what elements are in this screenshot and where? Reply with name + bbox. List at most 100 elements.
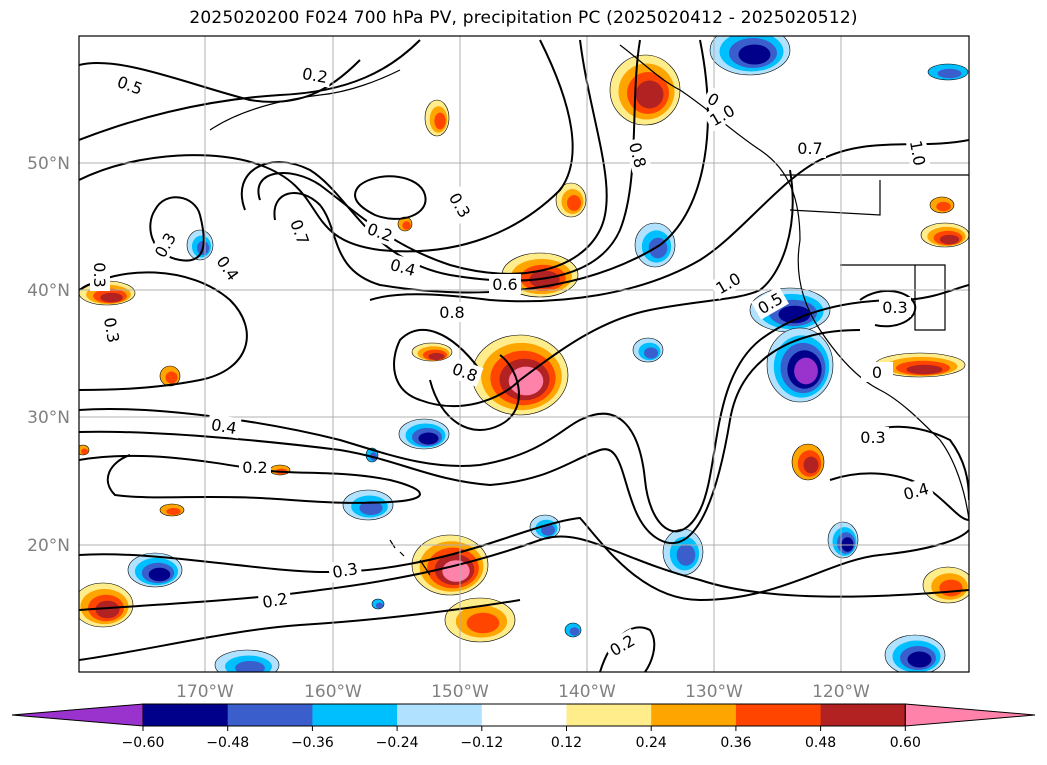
contour-label-bg [148,226,182,264]
precip-blob [884,634,946,672]
precip-blob [922,566,969,604]
longitude-labels: 170°W 160°W 150°W 140°W 130°W 120°W [176,682,870,702]
precip-level-n36 [375,602,384,609]
precip-level-p36 [165,371,178,384]
precip-blob [159,503,185,517]
colorbar-segment [143,704,229,726]
contour-label: 0.6 [492,275,517,294]
contour-label: 0.7 [797,139,822,158]
contour-label-bg [897,477,935,505]
contour-label-bg [257,587,293,613]
precip-blob [444,597,516,643]
contour-label-bg [210,249,246,287]
colorbar-segment [312,704,398,726]
precip-blob [342,489,394,521]
figure-title: 2025020200 F024 700 hPa PV, precipitatio… [189,8,858,28]
latitude-labels: 50°N 40°N 30°N 20°N [27,154,70,556]
contour-label: 0.3 [860,428,885,447]
precip-blob [471,334,569,416]
contour-label: 0.2 [261,589,289,612]
precip-level-p36 [939,579,963,597]
precip-blob [564,622,582,638]
colorbar-tick-label: −0.36 [291,735,334,751]
precip-level-p60 [442,560,470,582]
contour-labels: 0.5 0.20.70.30.40.20.30.40.60.80.80.80.81… [90,62,935,662]
contour-label-bg [905,135,931,171]
precip-level-n36 [235,661,265,672]
contour-label: 0.3 [882,298,907,317]
contour-label-bg [327,557,363,583]
precip-level-n48 [148,567,171,582]
precip-blob [186,229,214,261]
precip-blob [79,444,90,456]
precip-blob [662,528,704,576]
contour-label-bg [285,213,315,251]
longitude-label: 120°W [812,682,870,702]
colorbar-tick-label: 0.36 [720,735,751,751]
precip-level-n36 [541,524,555,536]
precip-blob [632,337,664,363]
precip-level-p36 [402,221,411,230]
contour-label-bg [384,253,422,281]
precip-level-n36 [569,627,580,636]
precip-level-p48 [428,352,445,361]
precip-blob [397,216,413,232]
colorbar-tick-label: −0.48 [206,735,249,751]
precip-level-p48 [529,270,560,289]
longitude-label: 160°W [304,682,362,702]
precip-blob [269,464,291,476]
colorbar-tick-label: 0.12 [551,735,582,751]
colorbar-extend-max [904,703,1036,727]
precip-level-n36 [359,501,383,515]
colorbar-tick-label: −0.24 [376,735,419,751]
latitude-label: 20°N [27,536,70,556]
contour-label: 0.8 [439,303,464,322]
precip-level-n48 [778,305,811,324]
precip-level-p36 [936,201,951,212]
colorbar: −0.60 −0.48 −0.36 −0.24 −0.12 0.12 0.24 0.36 0.4… [11,703,1036,751]
precip-level-p48 [95,600,120,619]
contour-label: 0 [872,363,882,382]
precip-level-p48 [906,364,943,375]
latitude-label: 40°N [27,281,70,301]
precip-level-p48 [100,292,123,303]
precip-blob [424,99,450,137]
precip-level-n48 [418,432,439,445]
precip-blob [371,598,385,610]
latitude-label: 30°N [27,408,70,428]
colorbar-segment [481,704,567,726]
colorbar-segment [820,704,906,726]
precip-level-p36 [567,195,581,211]
precip-level-n36 [644,347,658,359]
precip-blob [214,649,280,672]
colorbar-segment [227,704,313,726]
precip-blob [929,196,955,214]
coastlines [209,44,969,576]
colorbar-tick-label: −0.60 [122,735,165,751]
contour-label-bg [703,98,741,132]
precip-blob [398,418,450,450]
contour-label-bg [239,457,271,477]
precip-level-n48 [738,44,771,65]
precip-level-p48 [803,456,819,474]
contour-label: 0.2 [242,458,267,477]
colorbar-extend-min [11,703,144,727]
precip-blob [555,182,587,218]
contour-label-bg [297,62,333,88]
precip-blob [920,222,969,248]
precip-blob [634,222,676,268]
precip-level-p36 [434,112,446,130]
precip-blob [791,443,825,481]
map-frame [78,35,970,673]
precip-blob [79,582,134,628]
latitude-label: 50°N [27,154,70,174]
contour-label-bg [794,138,826,158]
contour-label-bg [489,274,521,294]
precip-level-p36 [80,448,89,455]
longitude-label: 150°W [431,682,489,702]
colorbar-tick-label: −0.12 [460,735,503,751]
longitude-label: 170°W [176,682,234,702]
contour-label-bg [879,297,911,317]
contour-label-bg [861,362,893,382]
